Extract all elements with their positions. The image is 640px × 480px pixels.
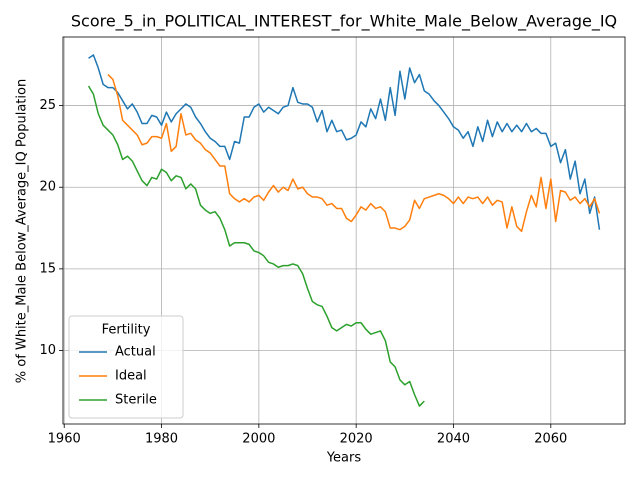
x-tick-label: 2020 [340,432,373,447]
series-line [107,74,601,233]
y-tick-label: 25 [39,98,56,113]
x-tick-label: 1960 [48,432,81,447]
y-tick-label: 15 [39,261,56,276]
legend: Fertility Actual Ideal Sterile [68,315,184,419]
chart-title: Score_5_in_POLITICAL_INTEREST_for_White_… [71,12,617,32]
x-tick-label: 2040 [437,432,470,447]
x-tick-label: 1980 [145,432,178,447]
x-tick-label: 2060 [534,432,567,447]
y-tick-label: 20 [39,180,56,195]
legend-label: Sterile [115,393,157,408]
y-axis-label: % of White_Male Below_Average_IQ Populat… [15,79,30,383]
legend-label: Actual [115,345,156,360]
legend-title: Fertility [102,323,151,338]
plot-frame [62,36,626,425]
x-axis-label: Years [326,451,362,466]
y-tick-label: 10 [39,343,56,358]
series-line [88,54,601,230]
series-line [87,85,425,407]
legend-box [68,315,184,419]
x-tick-label: 2000 [242,432,275,447]
legend-label: Ideal [115,369,147,384]
